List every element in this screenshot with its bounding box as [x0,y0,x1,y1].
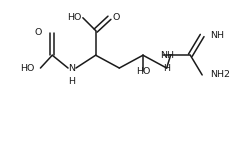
Text: O: O [35,28,42,37]
Text: HO: HO [136,67,150,77]
Text: H: H [163,63,170,73]
Text: N: N [69,63,76,73]
Text: HO: HO [67,13,81,22]
Text: HO: HO [20,63,35,73]
Text: NH: NH [210,31,224,40]
Text: O: O [113,13,120,22]
Text: NH: NH [160,51,174,60]
Text: NH2: NH2 [210,70,230,79]
Text: H: H [69,77,76,86]
